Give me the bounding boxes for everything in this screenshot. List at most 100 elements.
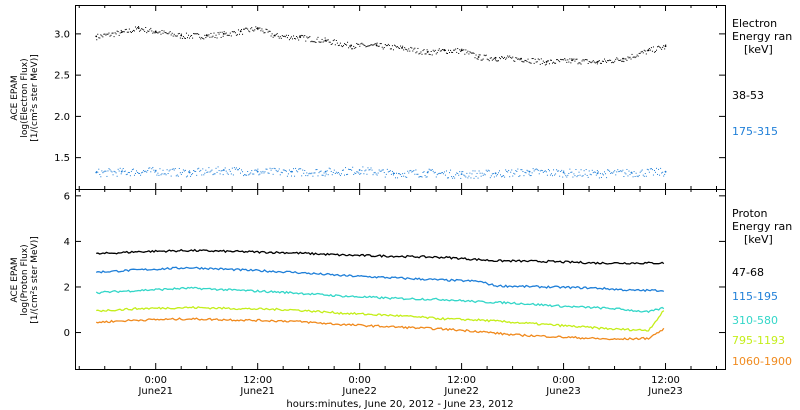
electron-series-175-315-point	[552, 175, 554, 177]
electron-series-38-53-point	[414, 47, 416, 49]
electron-series-175-315-point	[172, 168, 174, 170]
electron-series-175-315-point	[528, 170, 531, 173]
electron-series-175-315-point	[452, 177, 454, 179]
electron-series-175-315-point	[561, 169, 563, 171]
electron-series-38-53-point	[226, 34, 228, 36]
electron-series-38-53-point	[383, 47, 385, 49]
electron-series-38-53-point	[360, 43, 362, 45]
electron-series-38-53-point	[96, 39, 98, 41]
electron-series-38-53-point	[217, 32, 219, 34]
electron-series-38-53-point	[593, 61, 595, 63]
electron-series-38-53-point	[376, 42, 378, 44]
electron-series-175-315-point	[163, 173, 165, 175]
electron-series-38-53-point	[471, 52, 473, 54]
electron-series-175-315-point	[178, 167, 180, 169]
electron-series-175-315-point	[304, 170, 306, 172]
x-tick-time-label: 0:00	[144, 375, 166, 386]
electron-series-38-53-point	[183, 37, 185, 39]
electron-series-38-53-point	[246, 27, 248, 29]
electron-series-175-315-point	[101, 170, 103, 172]
electron-series-38-53-point	[258, 27, 260, 29]
electron-series-38-53-point	[474, 57, 476, 59]
electron-series-175-315-point	[594, 171, 596, 173]
electron-series-38-53-point	[637, 55, 639, 57]
electron-series-175-315-point	[621, 171, 623, 173]
electron-series-175-315-point	[653, 170, 655, 172]
electron-series-38-53-point	[359, 45, 361, 47]
electron-series-38-53-point	[420, 51, 422, 53]
electron-series-38-53-point	[166, 33, 168, 35]
electron-series-175-315-point	[636, 175, 638, 177]
electron-series-175-315-point	[445, 170, 447, 172]
electron-series-38-53-point	[143, 29, 145, 31]
x-tick-date-label: June23	[647, 386, 683, 397]
electron-series-175-315-point	[363, 173, 365, 175]
electron-series-175-315-point	[320, 170, 322, 172]
electron-series-38-53-point	[433, 50, 435, 52]
electron-series-38-53-point	[650, 47, 652, 49]
electron-series-175-315-point	[231, 167, 233, 169]
electron-series-175-315-point	[595, 174, 597, 176]
electron-series-175-315-point	[292, 171, 294, 173]
electron-series-175-315-point	[412, 170, 414, 172]
electron-series-175-315-point	[317, 175, 319, 177]
electron-series-38-53-point	[144, 30, 146, 32]
electron-series-175-315-point	[425, 176, 427, 178]
electron-series-38-53-point	[649, 49, 651, 51]
electron-series-38-53-point	[154, 30, 157, 33]
electron-series-175-315-point	[380, 170, 382, 172]
electron-series-38-53-point	[116, 30, 118, 32]
electron-series-38-53-point	[317, 36, 319, 38]
electron-series-175-315-point	[181, 171, 183, 173]
electron-series-175-315-point	[136, 170, 138, 172]
electron-series-175-315-point	[418, 176, 420, 178]
electron-series-38-53-point	[642, 52, 644, 54]
electron-series-38-53-point	[570, 62, 572, 64]
electron-series-175-315-point	[302, 169, 304, 171]
electron-series-175-315-point	[358, 169, 361, 171]
electron-series-38-53-point	[198, 34, 200, 36]
electron-series-38-53-point	[303, 36, 305, 38]
electron-series-175-315-point	[529, 175, 531, 177]
electron-series-38-53-point	[279, 36, 281, 38]
electron-series-38-53-point	[248, 30, 250, 32]
electron-series-38-53-point	[401, 47, 403, 49]
electron-series-38-53-point	[375, 43, 377, 45]
electron-series-38-53-point	[584, 59, 586, 61]
electron-series-175-315-point	[180, 173, 182, 175]
electron-series-38-53-point	[288, 39, 290, 41]
electron-series-38-53-point	[287, 34, 289, 36]
electron-series-38-53-point	[199, 36, 201, 38]
electron-series-38-53-point	[412, 50, 414, 52]
electron-series-38-53-point	[356, 42, 358, 44]
electron-series-175-315-point	[599, 173, 601, 175]
electron-series-175-315-point	[399, 173, 401, 175]
electron-series-38-53-point	[423, 49, 425, 51]
electron-series-38-53-point	[280, 37, 282, 39]
electron-series-38-53-point	[500, 58, 502, 60]
electron-series-175-315-point	[309, 172, 311, 174]
electron-series-38-53-point	[312, 41, 314, 43]
electron-series-175-315-point	[336, 172, 338, 174]
electron-series-38-53-point	[289, 37, 291, 39]
electron-series-38-53-point	[440, 50, 442, 52]
electron-series-175-315-point	[535, 168, 537, 170]
electron-series-175-315-point	[645, 175, 647, 177]
electron-series-38-53-point	[111, 32, 113, 34]
electron-series-175-315-point	[281, 172, 283, 174]
electron-series-175-315-point	[439, 172, 441, 174]
electron-series-38-53-point	[378, 45, 380, 47]
electron-series-175-315-point	[374, 171, 376, 173]
electron-series-175-315-point	[470, 177, 472, 179]
electron-series-175-315-point	[198, 167, 200, 169]
electron-series-175-315-point	[218, 170, 220, 172]
electron-series-38-53-point	[233, 31, 235, 33]
electron-series-175-315-point	[170, 175, 172, 177]
electron-series-38-53-point	[491, 59, 493, 61]
electron-series-175-315-point	[243, 175, 245, 177]
electron-series-175-315-point	[443, 171, 445, 173]
electron-series-38-53-point	[422, 50, 424, 52]
electron-series-175-315-point	[611, 172, 613, 174]
electron-series-175-315-point	[238, 167, 240, 169]
electron-series-175-315-point	[488, 170, 490, 172]
